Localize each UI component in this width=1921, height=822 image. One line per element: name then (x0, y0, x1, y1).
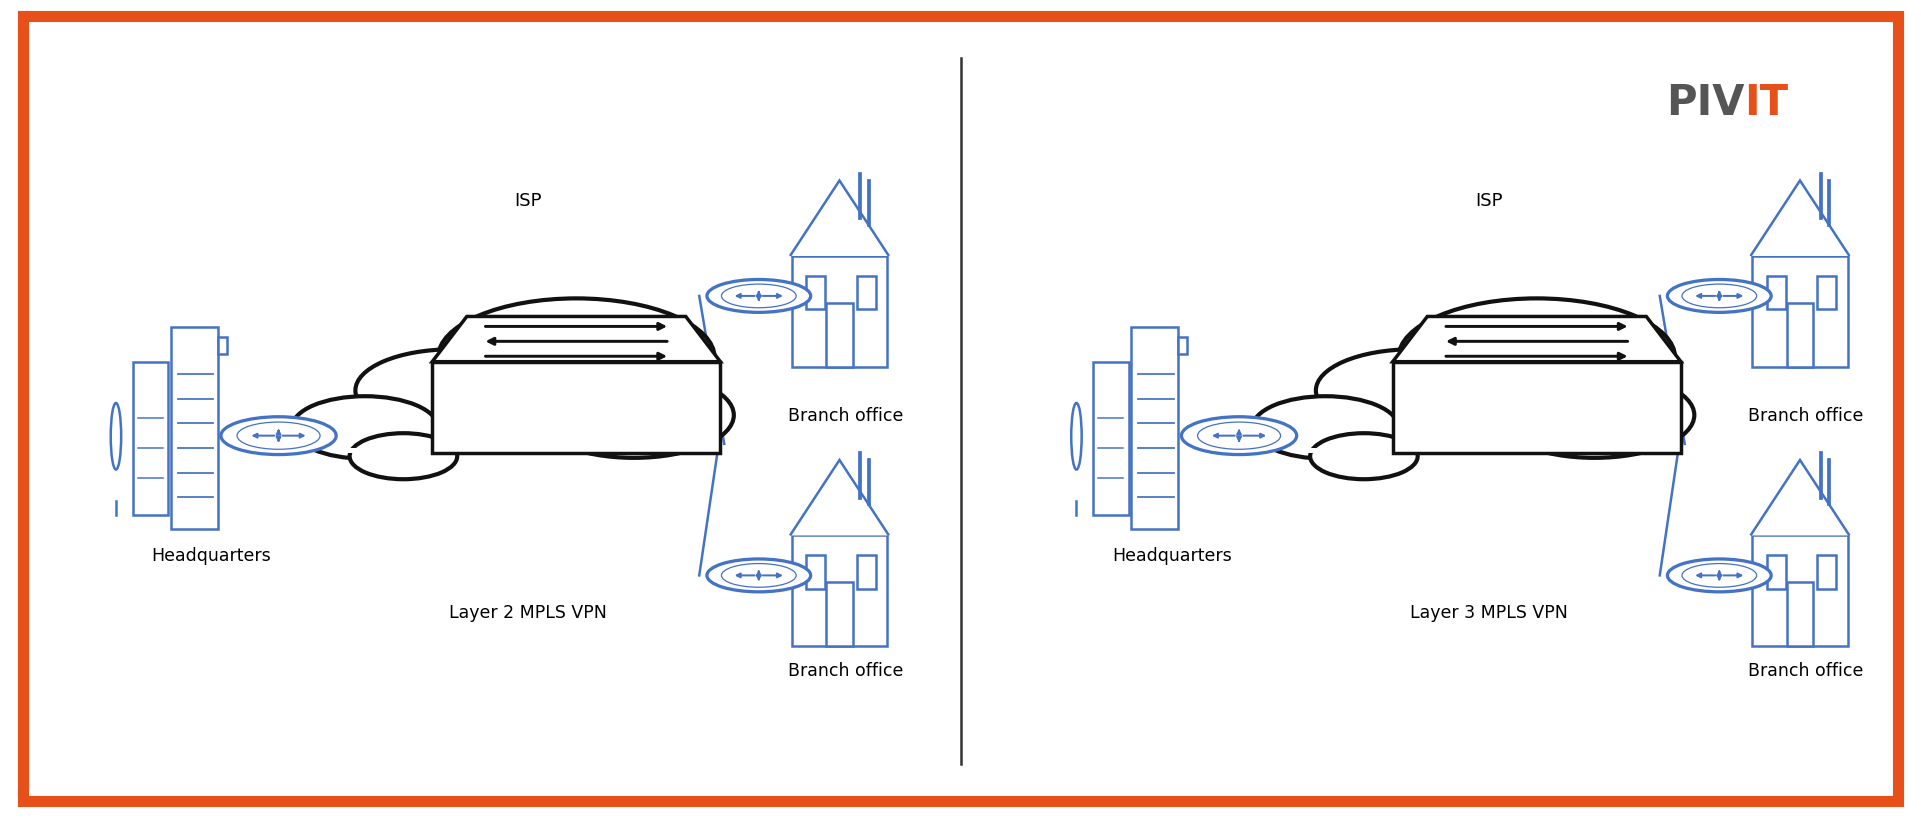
Polygon shape (1393, 316, 1681, 362)
Ellipse shape (1683, 284, 1756, 307)
Ellipse shape (1181, 417, 1297, 455)
Bar (826, 582, 853, 646)
Polygon shape (790, 181, 889, 256)
Bar (1752, 256, 1848, 367)
Bar (807, 556, 826, 589)
Ellipse shape (1197, 422, 1281, 450)
Bar (217, 337, 227, 354)
Bar (1752, 535, 1848, 646)
Text: Branch office: Branch office (788, 662, 903, 680)
Text: PIV: PIV (1666, 81, 1744, 124)
Bar (807, 276, 826, 309)
Ellipse shape (707, 279, 811, 312)
Bar (1131, 327, 1178, 529)
Text: ISP: ISP (515, 192, 542, 210)
Ellipse shape (722, 564, 795, 587)
Ellipse shape (1667, 279, 1771, 312)
Ellipse shape (1667, 559, 1771, 592)
Bar (1817, 556, 1836, 589)
Text: IT: IT (1744, 81, 1788, 124)
Bar (1787, 302, 1813, 367)
Text: Branch office: Branch office (1748, 662, 1863, 680)
Text: Branch office: Branch office (788, 407, 903, 425)
Text: Headquarters: Headquarters (1112, 547, 1231, 565)
Circle shape (292, 396, 438, 459)
Bar (1817, 276, 1836, 309)
Polygon shape (790, 460, 889, 535)
Bar (791, 535, 888, 646)
Bar (171, 327, 217, 529)
Ellipse shape (111, 403, 121, 469)
Text: Layer 2 MPLS VPN: Layer 2 MPLS VPN (450, 604, 607, 622)
Ellipse shape (707, 559, 811, 592)
Bar (432, 362, 720, 452)
Ellipse shape (722, 284, 795, 307)
Polygon shape (1750, 460, 1850, 535)
Text: Headquarters: Headquarters (152, 547, 271, 565)
Circle shape (1252, 396, 1398, 459)
Polygon shape (432, 316, 720, 362)
Bar (1178, 337, 1187, 354)
Bar (1393, 362, 1681, 452)
Circle shape (350, 433, 457, 479)
Text: Layer 3 MPLS VPN: Layer 3 MPLS VPN (1410, 604, 1568, 622)
Circle shape (1316, 349, 1508, 432)
Bar (857, 276, 876, 309)
Ellipse shape (1683, 564, 1756, 587)
Bar (1093, 362, 1130, 515)
Bar (1767, 556, 1787, 589)
Polygon shape (1750, 181, 1850, 256)
Ellipse shape (1072, 403, 1082, 469)
Text: Branch office: Branch office (1748, 407, 1863, 425)
Bar (1787, 582, 1813, 646)
Bar (857, 556, 876, 589)
Ellipse shape (221, 417, 336, 455)
Bar (1767, 276, 1787, 309)
Ellipse shape (236, 422, 321, 450)
Bar (133, 362, 169, 515)
Circle shape (534, 372, 734, 458)
Circle shape (1398, 298, 1675, 417)
Circle shape (1310, 433, 1418, 479)
Bar (826, 302, 853, 367)
Text: ISP: ISP (1475, 192, 1502, 210)
Circle shape (438, 298, 715, 417)
Circle shape (355, 349, 547, 432)
Bar (791, 256, 888, 367)
Circle shape (1495, 372, 1694, 458)
